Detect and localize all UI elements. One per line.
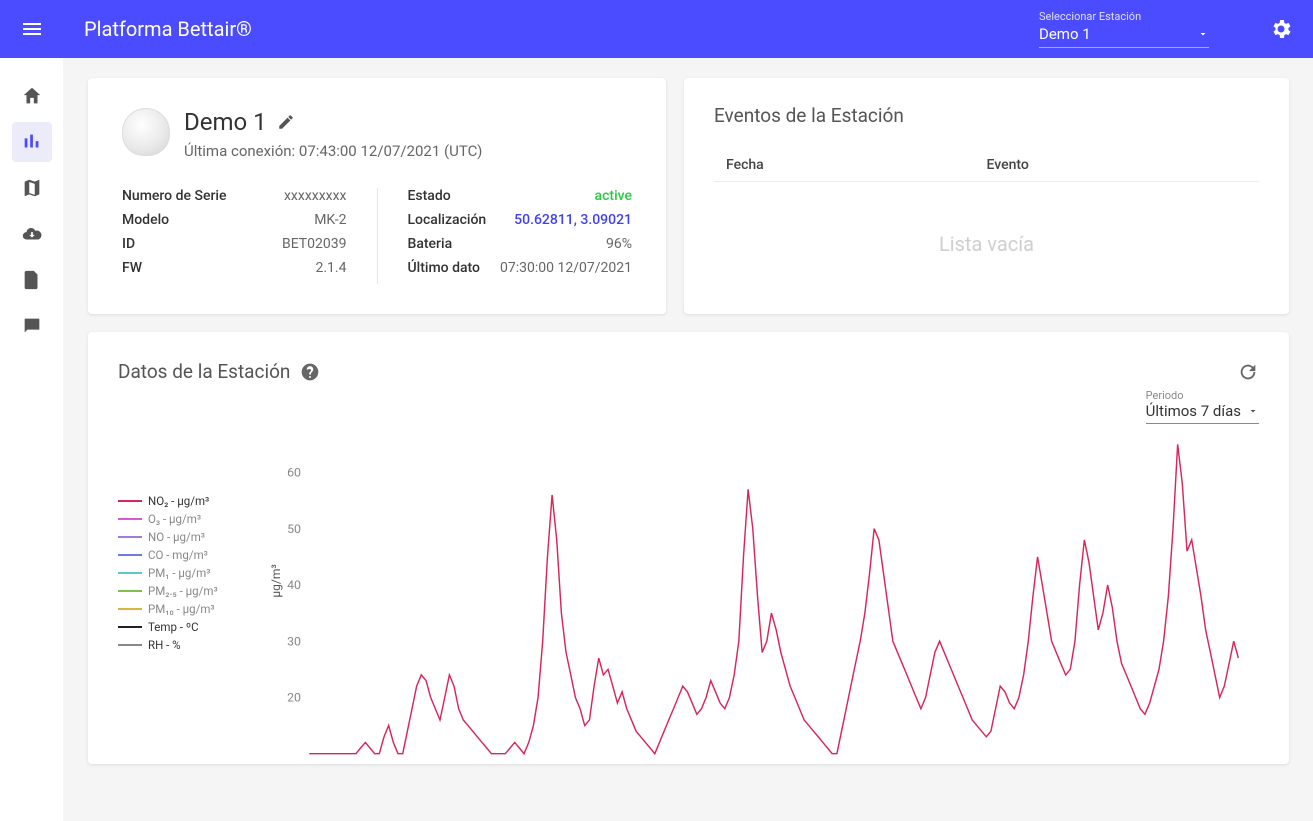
detail-label: ID — [122, 236, 135, 252]
detail-value: active — [595, 188, 632, 204]
menu-icon[interactable] — [20, 17, 44, 41]
station-data-card: Datos de la Estación Periodo Últimos 7 d… — [88, 332, 1289, 764]
events-table-head: Fecha Evento — [714, 149, 1259, 182]
brand-title: Platforma Bettair® — [84, 17, 252, 41]
detail-row: Último dato 07:30:00 12/07/2021 — [408, 260, 633, 276]
detail-row: Numero de Serie xxxxxxxxx — [122, 188, 347, 204]
legend-label: PM₁₀ - μg/m³ — [148, 602, 215, 616]
events-card: Eventos de la Estación Fecha Evento List… — [684, 78, 1289, 314]
detail-value: xxxxxxxxx — [284, 188, 347, 204]
topbar: Platforma Bettair® Seleccionar Estación … — [0, 0, 1313, 58]
legend-swatch — [118, 518, 142, 520]
period-select[interactable]: Periodo Últimos 7 días — [1146, 389, 1259, 424]
events-title: Eventos de la Estación — [714, 104, 1259, 127]
legend-item[interactable]: NO - μg/m³ — [118, 530, 268, 544]
detail-row: Modelo MK-2 — [122, 212, 347, 228]
period-label: Periodo — [1146, 389, 1259, 402]
legend-swatch — [118, 626, 142, 628]
legend-swatch — [118, 500, 142, 502]
legend-label: NO₂ - μg/m³ — [148, 494, 209, 508]
legend-item[interactable]: CO - mg/m³ — [118, 548, 268, 562]
edit-icon[interactable] — [277, 113, 295, 131]
events-col-evento: Evento — [987, 157, 1248, 173]
station-select-value: Demo 1 — [1039, 25, 1091, 43]
legend-swatch — [118, 572, 142, 574]
station-select[interactable]: Seleccionar Estación Demo 1 — [1039, 10, 1209, 48]
svg-text:30: 30 — [287, 635, 301, 649]
legend-item[interactable]: RH - % — [118, 638, 268, 652]
last-connection: Última conexión: 07:43:00 12/07/2021 (UT… — [184, 142, 482, 160]
help-icon[interactable] — [300, 362, 320, 382]
svg-text:20: 20 — [287, 692, 301, 706]
svg-text:50: 50 — [287, 523, 301, 537]
detail-label: Localización — [408, 212, 487, 228]
chart-legend: NO₂ - μg/m³ O₃ - μg/m³ NO - μg/m³ CO - mg/m… — [118, 434, 268, 764]
station-select-label: Seleccionar Estación — [1039, 10, 1209, 23]
detail-label: Último dato — [408, 260, 480, 276]
detail-value: 07:30:00 12/07/2021 — [500, 260, 632, 276]
detail-value: BET02039 — [282, 236, 347, 252]
main-content: Demo 1 Última conexión: 07:43:00 12/07/2… — [64, 58, 1313, 821]
y-axis-label: μg/m³ — [269, 564, 283, 597]
sidebar-item-feedback[interactable] — [12, 306, 52, 346]
sidebar-item-map[interactable] — [12, 168, 52, 208]
events-col-fecha: Fecha — [726, 157, 987, 173]
detail-label: Modelo — [122, 212, 169, 228]
detail-value: MK-2 — [314, 212, 346, 228]
legend-item[interactable]: PM₁ - μg/m³ — [118, 566, 268, 580]
legend-swatch — [118, 590, 142, 592]
legend-item[interactable]: O₃ - μg/m³ — [118, 512, 268, 526]
svg-text:40: 40 — [287, 579, 301, 593]
events-empty: Lista vacía — [714, 182, 1259, 276]
detail-value: 96% — [606, 236, 632, 252]
sidebar-item-cloud-download[interactable] — [12, 214, 52, 254]
legend-swatch — [118, 536, 142, 538]
legend-label: PM₂.₅ - μg/m³ — [148, 584, 218, 598]
chart-plot: μg/m³ 20 30 40 50 60 — [268, 434, 1259, 764]
period-value: Últimos 7 días — [1146, 402, 1241, 420]
detail-label: Estado — [408, 188, 451, 204]
legend-swatch — [118, 608, 142, 610]
legend-label: PM₁ - μg/m³ — [148, 566, 210, 580]
detail-row: Localización 50.62811, 3.09021 — [408, 212, 633, 228]
gear-icon[interactable] — [1269, 17, 1293, 41]
detail-row: FW 2.1.4 — [122, 260, 347, 276]
detail-label: Numero de Serie — [122, 188, 226, 204]
chevron-down-icon — [1197, 28, 1209, 40]
detail-label: Bateria — [408, 236, 453, 252]
legend-label: O₃ - μg/m³ — [148, 512, 201, 526]
device-image — [122, 108, 170, 156]
legend-item[interactable]: Temp - ºC — [118, 620, 268, 634]
sidebar-item-document[interactable] — [12, 260, 52, 300]
legend-item[interactable]: PM₁₀ - μg/m³ — [118, 602, 268, 616]
legend-label: RH - % — [148, 638, 181, 652]
legend-label: CO - mg/m³ — [148, 548, 208, 562]
data-title: Datos de la Estación — [118, 360, 290, 383]
detail-row: ID BET02039 — [122, 236, 347, 252]
sidebar-item-home[interactable] — [12, 76, 52, 116]
detail-value[interactable]: 50.62811, 3.09021 — [514, 212, 632, 228]
chevron-down-icon — [1247, 405, 1259, 417]
legend-swatch — [118, 644, 142, 646]
details-right: Estado active Localización 50.62811, 3.0902… — [378, 188, 633, 284]
legend-label: NO - μg/m³ — [148, 530, 205, 544]
svg-text:60: 60 — [287, 467, 301, 481]
sidebar — [0, 58, 64, 821]
station-info-card: Demo 1 Última conexión: 07:43:00 12/07/2… — [88, 78, 666, 314]
details-left: Numero de Serie xxxxxxxxx Modelo MK-2 ID BET0… — [122, 188, 378, 284]
legend-label: Temp - ºC — [148, 620, 199, 634]
station-name: Demo 1 — [184, 108, 267, 136]
legend-item[interactable]: PM₂.₅ - μg/m³ — [118, 584, 268, 598]
detail-label: FW — [122, 260, 142, 276]
detail-value: 2.1.4 — [316, 260, 347, 276]
sidebar-item-dashboard[interactable] — [12, 122, 52, 162]
detail-row: Bateria 96% — [408, 236, 633, 252]
legend-swatch — [118, 554, 142, 556]
detail-row: Estado active — [408, 188, 633, 204]
refresh-icon[interactable] — [1237, 361, 1259, 383]
legend-item[interactable]: NO₂ - μg/m³ — [118, 494, 268, 508]
